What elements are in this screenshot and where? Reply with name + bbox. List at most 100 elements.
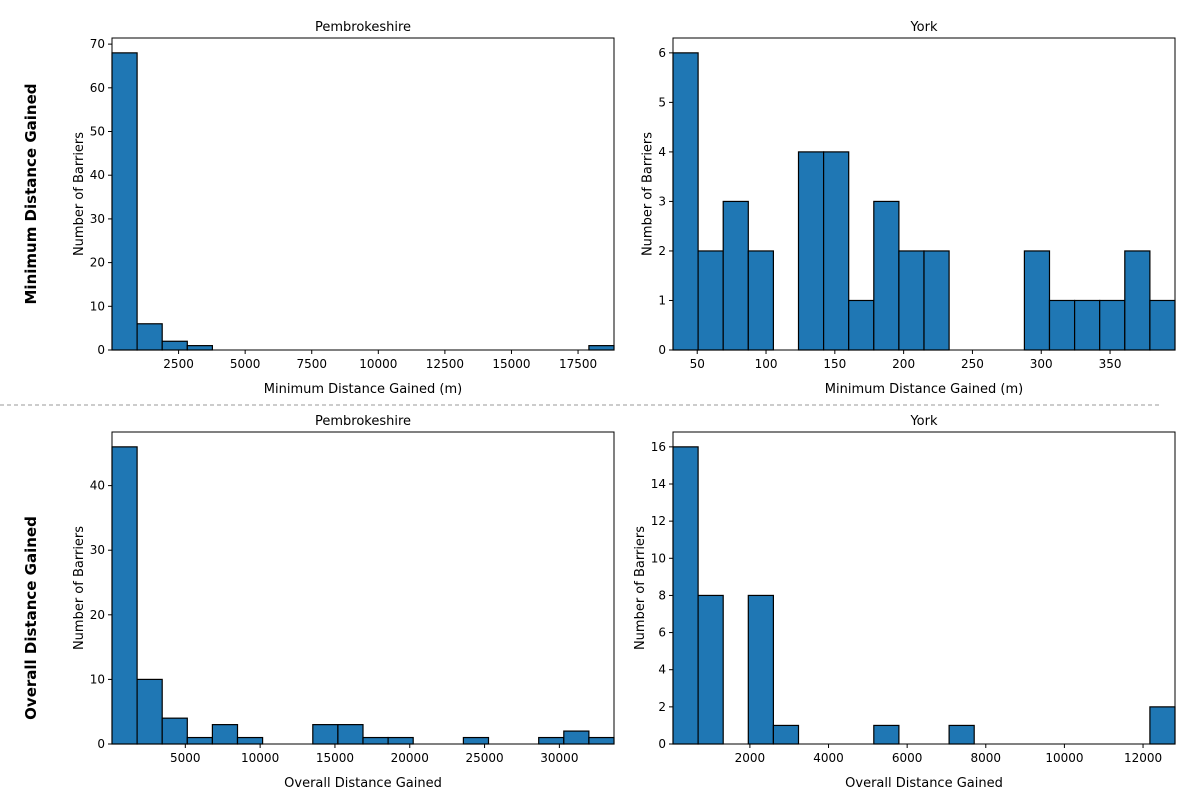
histogram-bar [672,52,699,351]
y-tick-label: 30 [90,212,105,226]
histogram-bar [236,736,264,745]
axes-frame [672,431,1176,745]
histogram-bar [848,299,875,351]
histogram-bar [136,678,163,745]
histogram-bar [923,250,950,351]
histogram-bar [1099,299,1126,351]
histogram-bar [186,736,214,745]
y-tick-label: 2 [658,700,666,714]
y-tick-label: 30 [90,543,105,557]
y-tick-label: 16 [651,440,666,454]
histogram-bar [337,724,364,745]
histogram-bar [136,323,163,351]
histogram-bar [722,200,749,351]
histogram-bar [387,736,414,745]
x-tick-label: 10000 [241,751,279,765]
y-axis-label: Number of Barriers [72,526,87,650]
axes-frame [111,37,615,351]
y-tick-label: 40 [90,168,105,182]
y-tick-label: 8 [658,588,666,602]
subplot-title: Pembrokeshire [315,20,411,35]
x-tick-label: 7500 [296,357,327,371]
y-tick-label: 0 [97,737,105,751]
x-tick-label: 50 [690,357,705,371]
y-tick-label: 10 [651,551,666,565]
histogram-bar [1124,250,1151,351]
y-tick-label: 2 [658,244,666,258]
x-tick-label: 250 [961,357,984,371]
histogram-bar [898,250,925,351]
histogram-bar [873,200,900,351]
histogram-bar [772,724,800,745]
histogram-bar [211,724,239,745]
x-tick-label: 2000 [735,751,766,765]
y-axis-label: Number of Barriers [72,132,87,256]
histogram-bar [588,345,615,351]
x-tick-label: 10000 [1045,751,1083,765]
x-tick-label: 100 [755,357,778,371]
subplot-pembrokeshire-overall: 5000 10000 15000 20000 25000 30000 0 10 20 30 40 Pe… [72,414,615,791]
x-axis-label: Overall Distance Gained [284,776,442,791]
y-tick-label: 40 [90,479,105,493]
histogram-bar [186,345,214,351]
x-tick-label: 15000 [316,751,354,765]
y-tick-label: 10 [90,672,105,686]
x-tick-label: 20000 [391,751,429,765]
histogram-bar [161,717,188,745]
histogram-bar [697,250,724,351]
y-tick-label: 6 [658,626,666,640]
y-tick-label: 14 [651,477,666,491]
histogram-bar [462,736,490,745]
x-tick-label: 6000 [892,751,923,765]
x-tick-label: 10000 [359,357,397,371]
x-tick-label: 25000 [465,751,503,765]
histogram-bar [1149,706,1176,745]
x-tick-label: 2500 [163,357,194,371]
x-axis-label: Overall Distance Gained [845,776,1003,791]
histogram-bar [797,151,825,351]
y-tick-label: 5 [658,95,666,109]
subplot-pembrokeshire-min: 2500 5000 7500 10000 12500 15000 17500 0 10 20 30 4… [72,20,615,397]
x-tick-label: 300 [1030,357,1053,371]
histogram-bar [362,736,389,745]
x-tick-label: 150 [823,357,846,371]
y-tick-label: 50 [90,125,105,139]
histogram-bar [697,594,724,745]
x-tick-label: 8000 [971,751,1002,765]
row-label-minimum: Minimum Distance Gained [22,84,40,305]
histogram-bar [1048,299,1076,351]
histogram-bar [1023,250,1051,351]
y-tick-label: 4 [658,663,666,677]
histogram-bar [672,446,699,745]
histogram-bar [588,736,615,745]
histogram-bar [538,736,565,745]
x-tick-label: 5000 [170,751,201,765]
y-tick-label: 70 [90,37,105,51]
histogram-bar [161,340,188,351]
y-tick-label: 0 [658,737,666,751]
y-tick-label: 20 [90,256,105,270]
y-tick-label: 1 [658,293,666,307]
row-label-overall: Overall Distance Gained [22,516,40,720]
histogram-bar [312,724,339,745]
x-tick-label: 30000 [540,751,578,765]
x-tick-label: 200 [892,357,915,371]
x-axis-label: Minimum Distance Gained (m) [264,382,462,397]
histogram-bar [822,151,850,351]
histogram-bar [111,52,138,351]
x-tick-label: 15000 [492,357,530,371]
subplot-title: York [909,414,938,429]
y-tick-label: 0 [658,343,666,357]
histogram-bar [948,724,975,745]
y-axis-label: Number of Barriers [641,132,656,256]
y-tick-label: 0 [97,343,105,357]
histogram-bar [1149,299,1176,351]
histogram-bar [747,250,774,351]
y-tick-label: 12 [651,514,666,528]
y-axis-label: Number of Barriers [633,526,648,650]
x-tick-label: 12000 [1124,751,1162,765]
y-tick-label: 6 [658,46,666,60]
x-axis-label: Minimum Distance Gained (m) [825,382,1023,397]
y-tick-label: 3 [658,194,666,208]
